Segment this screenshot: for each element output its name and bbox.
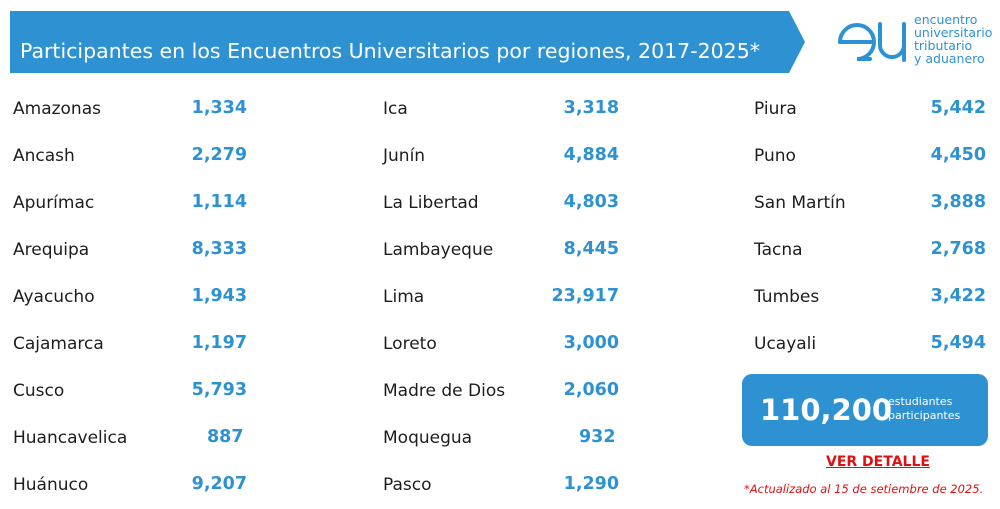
region-row: Ancash 2,279 bbox=[13, 133, 247, 180]
region-name: Apurímac bbox=[13, 193, 95, 213]
region-value: 4,803 bbox=[563, 192, 619, 212]
region-column-1: Amazonas 1,334 Ancash 2,279 Apurímac 1,114 … bbox=[13, 86, 247, 509]
region-value: 887 bbox=[207, 427, 244, 447]
region-row: Puno 4,450 bbox=[754, 133, 986, 180]
region-value: 4,884 bbox=[563, 145, 619, 165]
region-name: Cajamarca bbox=[13, 334, 104, 354]
page-title: Participantes en los Encuentros Universi… bbox=[20, 39, 761, 63]
region-row: Tacna 2,768 bbox=[754, 227, 986, 274]
logo-line: tributario bbox=[914, 38, 973, 53]
region-row: Cajamarca 1,197 bbox=[13, 321, 247, 368]
region-name: Madre de Dios bbox=[383, 381, 506, 401]
region-row: Lima 23,917 bbox=[383, 274, 619, 321]
region-name: Amazonas bbox=[13, 99, 101, 119]
region-name: Junín bbox=[383, 146, 426, 166]
eu-logo-mark bbox=[838, 22, 906, 62]
total-participants-value: 110,200 bbox=[760, 393, 893, 427]
region-name: Loreto bbox=[383, 334, 437, 354]
region-value: 2,060 bbox=[563, 380, 619, 400]
total-participants-label: estudiantes participantes bbox=[888, 395, 960, 423]
region-row: Tumbes 3,422 bbox=[754, 274, 986, 321]
region-name: Ucayali bbox=[754, 334, 817, 354]
region-value: 1,290 bbox=[563, 474, 619, 494]
region-value: 9,207 bbox=[191, 474, 247, 494]
total-label-line1: estudiantes bbox=[888, 395, 953, 408]
region-value: 1,197 bbox=[191, 333, 247, 353]
region-value: 1,943 bbox=[191, 286, 247, 306]
region-row: Madre de Dios 2,060 bbox=[383, 368, 619, 415]
region-value: 5,793 bbox=[191, 380, 247, 400]
region-row: La Libertad 4,803 bbox=[383, 180, 619, 227]
region-name: Ayacucho bbox=[13, 287, 95, 307]
region-row: Apurímac 1,114 bbox=[13, 180, 247, 227]
region-name: Lambayeque bbox=[383, 240, 494, 260]
logo-text: encuentro universitario tributario y adu… bbox=[914, 13, 992, 65]
region-value: 932 bbox=[579, 427, 616, 447]
region-row: Moquegua 932 bbox=[383, 415, 619, 462]
logo-line: y aduanero bbox=[914, 51, 985, 66]
region-row: Huánuco 9,207 bbox=[13, 462, 247, 509]
region-name: Piura bbox=[754, 99, 797, 119]
region-name: Arequipa bbox=[13, 240, 90, 260]
region-row: Junín 4,884 bbox=[383, 133, 619, 180]
view-detail-link[interactable]: VER DETALLE bbox=[826, 454, 930, 470]
region-name: Ancash bbox=[13, 146, 75, 166]
region-value: 1,114 bbox=[191, 192, 247, 212]
region-value: 5,442 bbox=[930, 98, 986, 118]
region-name: Ica bbox=[383, 99, 408, 119]
region-value: 23,917 bbox=[551, 286, 619, 306]
total-participants-box: 110,200 estudiantes participantes bbox=[742, 374, 988, 446]
region-row: Pasco 1,290 bbox=[383, 462, 619, 509]
region-name: Tacna bbox=[754, 240, 803, 260]
region-name: Tumbes bbox=[754, 287, 820, 307]
logo: encuentro universitario tributario y adu… bbox=[836, 12, 996, 68]
region-name: Moquegua bbox=[383, 428, 473, 448]
region-value: 3,888 bbox=[930, 192, 986, 212]
region-value: 1,334 bbox=[191, 98, 247, 118]
region-row: Amazonas 1,334 bbox=[13, 86, 247, 133]
update-footnote: *Actualizado al 15 de setiembre de 2025. bbox=[744, 482, 984, 496]
region-row: Huancavelica 887 bbox=[13, 415, 247, 462]
region-name: Puno bbox=[754, 146, 796, 166]
region-row: Arequipa 8,333 bbox=[13, 227, 247, 274]
title-banner: Participantes en los Encuentros Universi… bbox=[10, 11, 805, 73]
region-row: Loreto 3,000 bbox=[383, 321, 619, 368]
region-row: Ica 3,318 bbox=[383, 86, 619, 133]
logo-line: universitario bbox=[914, 25, 993, 40]
region-value: 8,333 bbox=[191, 239, 247, 259]
region-name: Huánuco bbox=[13, 475, 89, 495]
region-name: San Martín bbox=[754, 193, 846, 213]
region-name: Lima bbox=[383, 287, 425, 307]
region-row: Ayacucho 1,943 bbox=[13, 274, 247, 321]
region-column-3: Piura 5,442 Puno 4,450 San Martín 3,888 Tac… bbox=[754, 86, 986, 368]
logo-line: encuentro bbox=[914, 12, 978, 27]
region-name: La Libertad bbox=[383, 193, 479, 213]
region-row: Piura 5,442 bbox=[754, 86, 986, 133]
region-name: Cusco bbox=[13, 381, 65, 401]
region-value: 4,450 bbox=[930, 145, 986, 165]
region-value: 3,422 bbox=[930, 286, 986, 306]
region-value: 8,445 bbox=[563, 239, 619, 259]
region-column-2: Ica 3,318 Junín 4,884 La Libertad 4,803 Lam… bbox=[383, 86, 619, 509]
region-row: Ucayali 5,494 bbox=[754, 321, 986, 368]
region-name: Huancavelica bbox=[13, 428, 128, 448]
region-row: Lambayeque 8,445 bbox=[383, 227, 619, 274]
region-value: 5,494 bbox=[930, 333, 986, 353]
total-label-line2: participantes bbox=[888, 409, 961, 422]
region-name: Pasco bbox=[383, 475, 432, 495]
region-value: 3,318 bbox=[563, 98, 619, 118]
region-value: 2,279 bbox=[191, 145, 247, 165]
region-row: San Martín 3,888 bbox=[754, 180, 986, 227]
region-value: 3,000 bbox=[563, 333, 619, 353]
region-value: 2,768 bbox=[930, 239, 986, 259]
region-row: Cusco 5,793 bbox=[13, 368, 247, 415]
